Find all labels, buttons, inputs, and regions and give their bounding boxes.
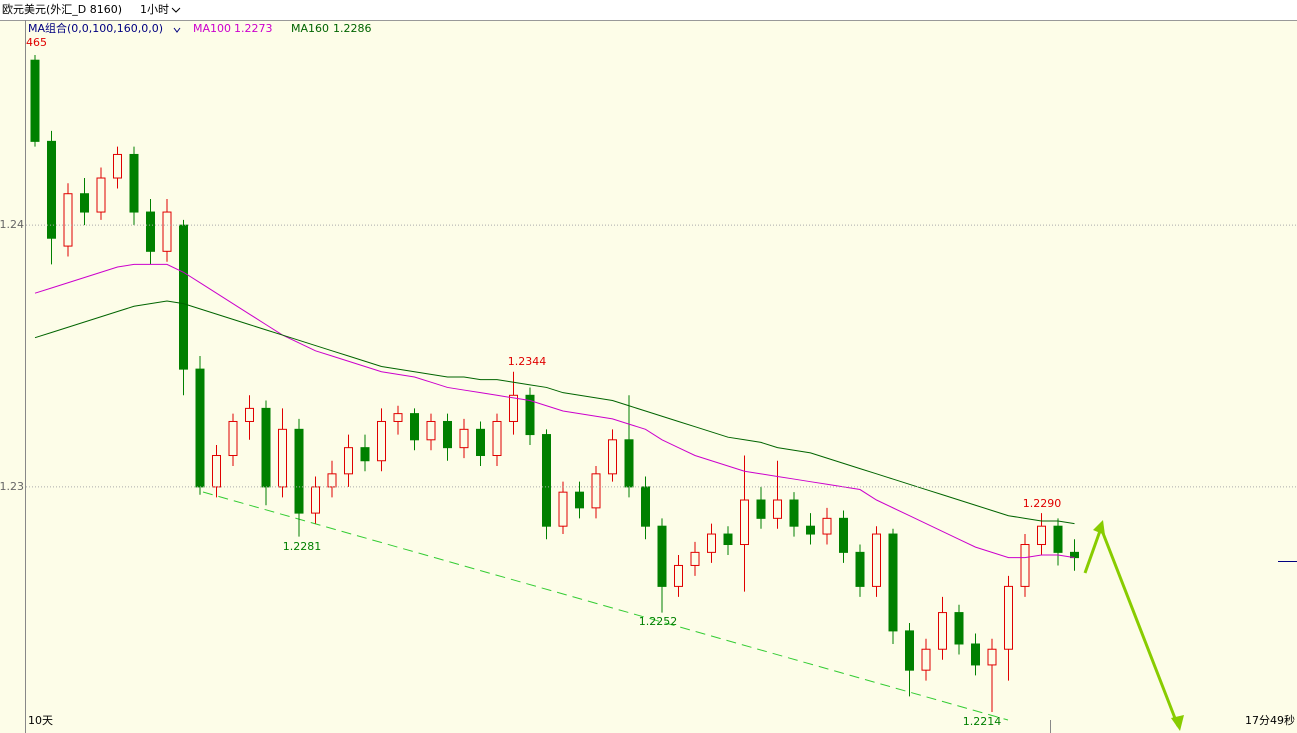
candle-body <box>377 420 386 462</box>
candle-body <box>228 420 238 457</box>
candle-body <box>426 420 436 441</box>
forecast-arrow <box>1083 523 1180 727</box>
symbol-title: 欧元美元(外汇_D 8160) <box>2 3 122 16</box>
candle-body <box>822 517 832 535</box>
candle-body <box>657 525 667 587</box>
legend-ma160-name: MA160 <box>291 22 329 35</box>
candle-body <box>938 612 947 650</box>
candle-body <box>1004 585 1013 650</box>
candle-body <box>1053 525 1063 553</box>
candle-body <box>509 394 518 422</box>
candle-body <box>558 491 568 527</box>
indicator-label[interactable]: MA组合(0,0,100,160,0,0) <box>28 21 163 35</box>
candle-body <box>624 439 634 488</box>
period-selector[interactable]: 1小时 <box>140 3 169 16</box>
candle-body <box>294 428 304 514</box>
plot-area: 1.2465 <box>9 36 1079 713</box>
candle-body <box>30 59 40 142</box>
indicator-chevron[interactable] <box>173 27 181 33</box>
candle-body <box>806 525 815 535</box>
candle-body <box>954 612 964 645</box>
price-annotation: 1.2465 <box>9 36 48 49</box>
candle-body <box>162 211 172 252</box>
countdown: 17分49秒 <box>1245 713 1295 727</box>
y-tick-label: 1.24 <box>0 218 24 231</box>
price-annotation: 1.2252 <box>639 615 678 628</box>
candle-body <box>311 486 320 514</box>
y-tick-label: 1.23 <box>0 480 24 493</box>
candle-body <box>96 177 106 213</box>
candle-body <box>839 517 848 553</box>
candle-body <box>855 551 865 587</box>
candle-body <box>476 428 485 457</box>
legend-ma100-value: 1.2273 <box>234 22 273 35</box>
candle-body <box>261 407 271 488</box>
candle-body <box>47 140 56 239</box>
candle-body <box>278 428 287 488</box>
period-chevron[interactable] <box>171 7 181 13</box>
candle-body <box>393 413 403 422</box>
candle-body <box>707 533 716 553</box>
candle-body <box>690 551 700 566</box>
legend-ma100-name: MA100 <box>193 22 231 35</box>
candle-body <box>80 193 89 213</box>
legend-ma160-value: 1.2286 <box>333 22 372 35</box>
candle-body <box>129 153 139 213</box>
candle-body <box>591 473 601 509</box>
price-annotation: 1.2344 <box>508 355 547 368</box>
trend-line <box>202 491 1009 721</box>
candle-body <box>608 439 617 475</box>
candle-body <box>641 486 650 527</box>
candle-body <box>723 533 733 546</box>
candle-body <box>146 211 155 252</box>
candle-body <box>905 630 914 671</box>
candle-body <box>773 499 782 519</box>
candle-body <box>542 434 551 527</box>
candle-body <box>921 648 931 671</box>
ma-line <box>34 300 1075 525</box>
price-annotation: 1.2214 <box>963 715 1002 728</box>
candle-body <box>195 368 205 488</box>
ma-line <box>34 263 1075 559</box>
candle-body <box>756 499 766 519</box>
arrow-head <box>1093 520 1105 535</box>
candle-body <box>327 473 337 488</box>
candle-body <box>1037 525 1046 546</box>
range-label: 10天 <box>28 714 53 727</box>
candle-body <box>492 420 502 457</box>
price-annotation: 1.2281 <box>283 540 322 553</box>
candle-body <box>888 533 898 632</box>
candle-body <box>459 428 469 449</box>
candle-body <box>443 420 452 449</box>
candle-body <box>212 455 221 488</box>
candle-body <box>113 153 122 179</box>
candle-body <box>971 643 980 666</box>
candle-body <box>360 447 370 462</box>
header-bar <box>0 0 1297 20</box>
candle-body <box>740 499 749 546</box>
candle-body <box>410 413 419 441</box>
candle-body <box>525 394 535 436</box>
candle-body <box>245 407 254 422</box>
candle-body <box>575 491 584 509</box>
candle-body <box>344 447 353 475</box>
arrow-head <box>1171 715 1184 731</box>
candle-body <box>872 533 881 587</box>
candle-body <box>987 648 997 666</box>
candle-body <box>179 224 188 370</box>
candle-body <box>1020 544 1030 587</box>
candle-body <box>789 499 799 527</box>
candle-body <box>674 564 683 587</box>
candle-body <box>63 193 73 247</box>
price-annotation: 1.2290 <box>1023 497 1062 510</box>
